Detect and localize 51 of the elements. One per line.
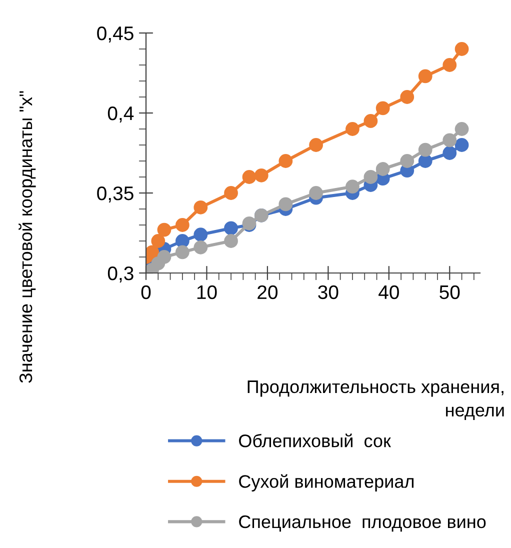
point [418,142,432,157]
y-tick-label: 0,3 [108,266,134,283]
point [442,146,457,160]
point [224,221,238,236]
y-axis-title: Значение цветовой координаты "x" [18,91,36,383]
x-tick-label: 10 [197,285,217,300]
y-tick-label: 0,4 [108,106,134,123]
point [400,154,414,168]
point [364,114,378,128]
point [278,154,293,168]
point [224,186,238,200]
x-tick-label: 30 [318,285,338,300]
point [254,168,268,182]
legend-label: Сухой виноматериал [239,474,414,492]
x-tick-label: 20 [258,285,278,300]
point [454,122,469,136]
point [157,222,172,237]
x-axis-title: Продолжительность хранения, недели [248,380,504,420]
point [454,138,469,152]
point [194,228,208,242]
point [376,101,390,116]
y-tick-label: 0,35 [97,186,134,203]
point [194,240,208,254]
point [157,250,172,264]
point [146,245,160,260]
point [376,162,390,176]
point [175,218,190,232]
point [346,180,360,194]
point [175,234,190,248]
x-tick-label: 40 [378,285,399,300]
point [194,200,208,214]
x-tick-label: 50 [440,285,460,300]
point [442,58,457,72]
legend-label: Облепиховый сок [239,434,391,448]
point [364,170,378,184]
point [309,138,323,152]
point [418,69,432,84]
point [309,186,323,200]
point [224,234,238,248]
point [454,42,469,56]
point [175,245,190,260]
point [278,197,293,212]
y-tick-label: 0,45 [97,26,134,43]
point [442,133,457,148]
point [151,234,166,248]
point [242,170,256,184]
legend-label: Специальное плодовое вино [239,515,486,532]
point [346,122,360,136]
x-tick-label: 0 [141,285,151,300]
point [418,154,432,168]
point [400,90,414,104]
